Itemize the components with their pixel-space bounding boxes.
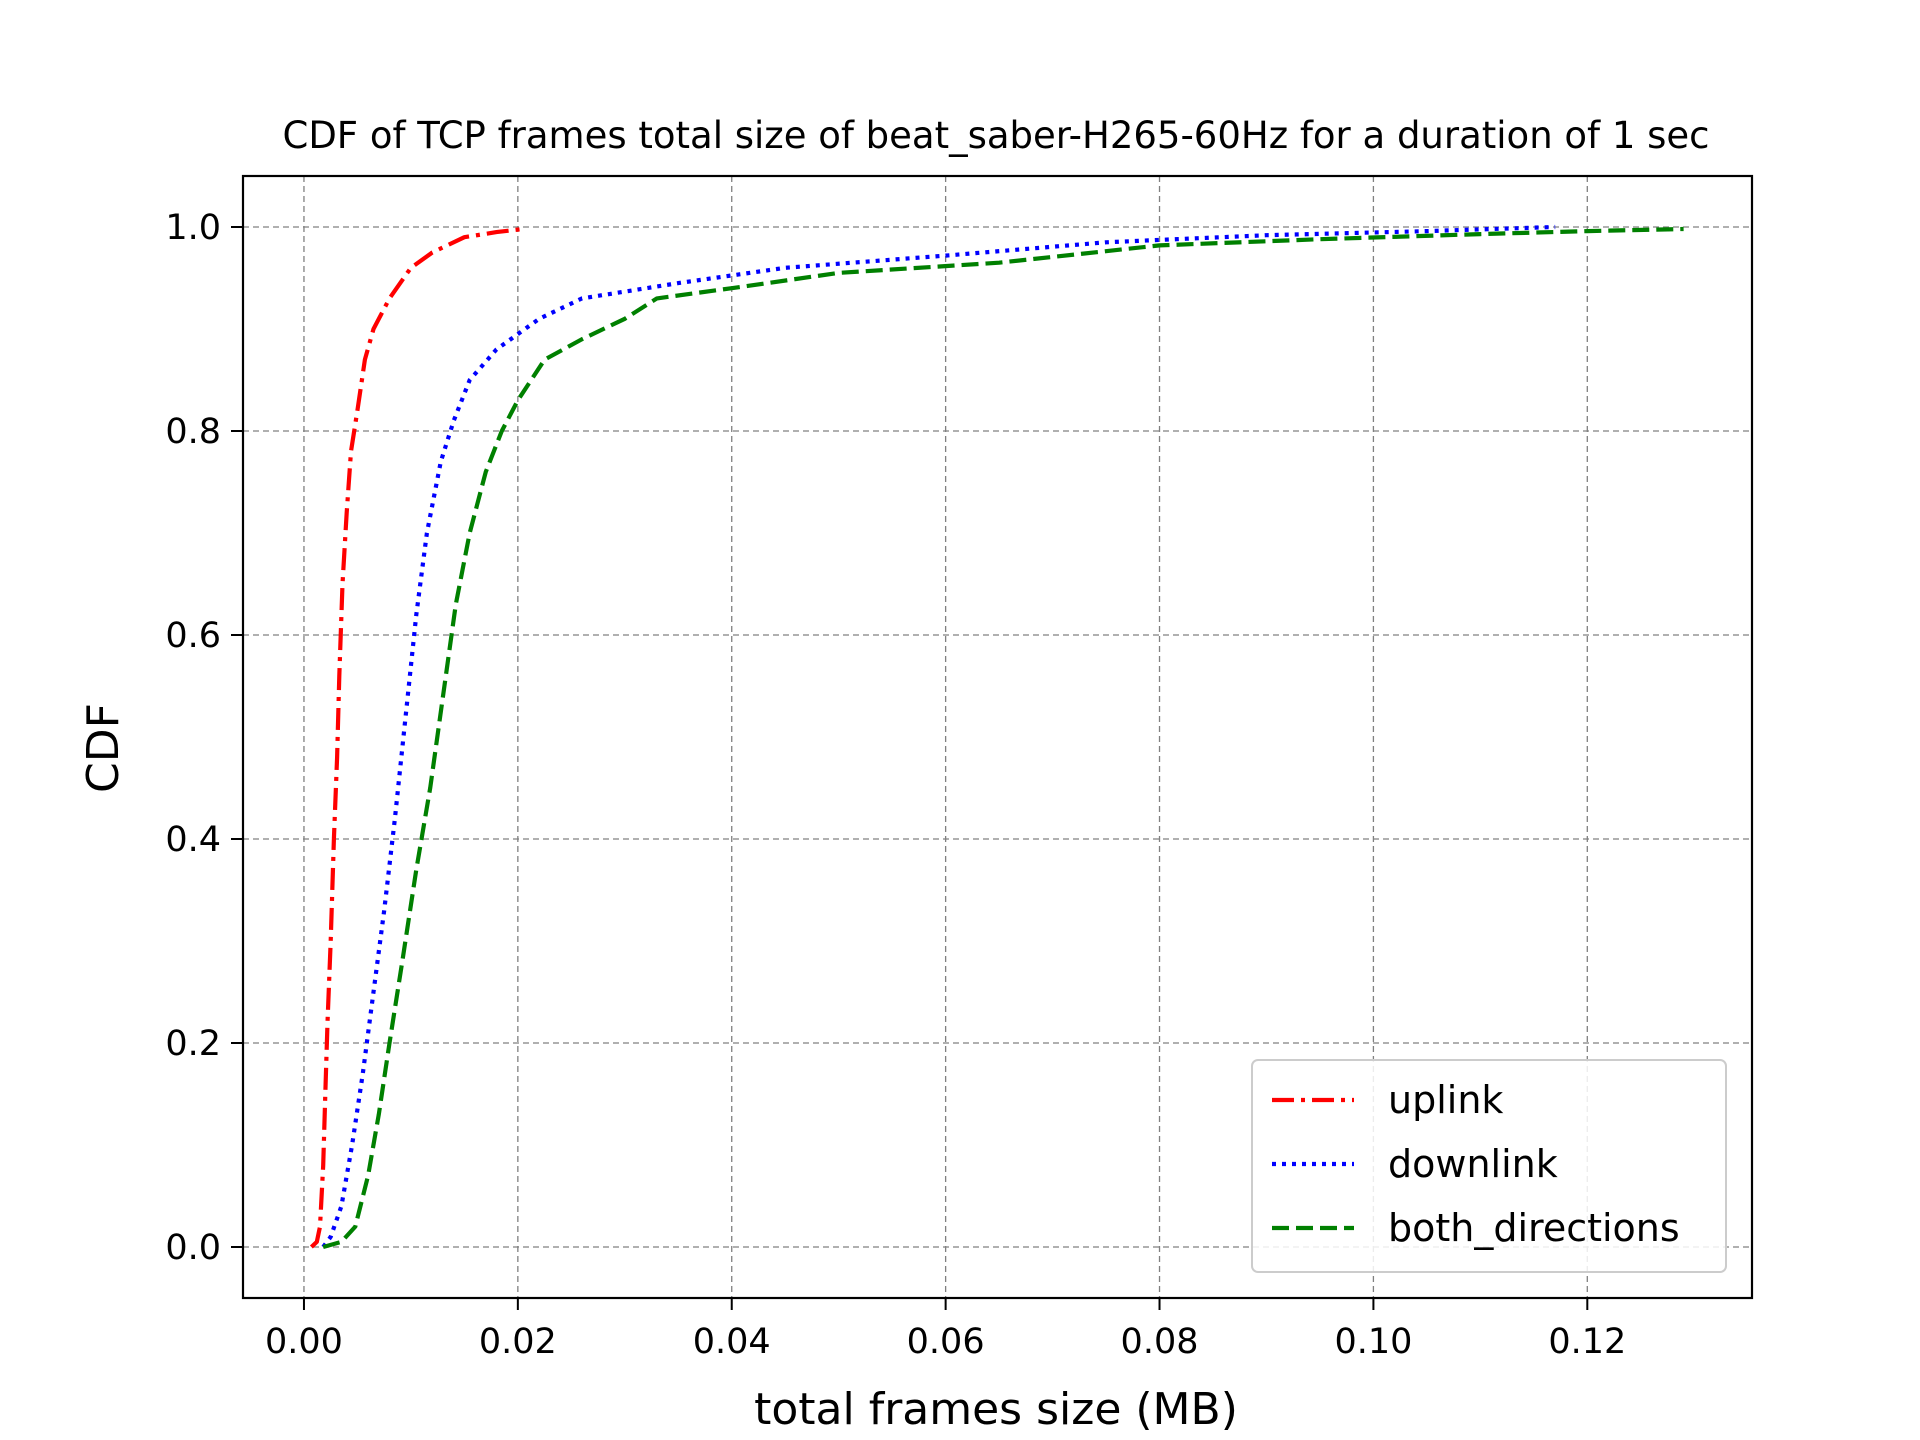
series-line-both-directions: [322, 226, 1684, 1250]
y-axis-label: CDF: [78, 703, 129, 793]
legend-box: [1251, 1059, 1727, 1273]
y-tick-label: 0.2: [165, 1024, 221, 1064]
legend-label-downlink: downlink: [1388, 1142, 1558, 1186]
x-tick-label: 0.06: [907, 1322, 985, 1362]
y-tick-label: 0.6: [165, 616, 221, 656]
x-axis-label: total frames size (MB): [754, 1384, 1238, 1435]
y-tick-label: 0.0: [165, 1228, 221, 1268]
y-tick-label: 0.4: [165, 820, 221, 860]
x-tick-label: 0.02: [479, 1322, 557, 1362]
legend-label-both-directions: both_directions: [1388, 1206, 1680, 1250]
x-tick-label: 0.04: [693, 1322, 771, 1362]
grid: [243, 176, 1752, 1298]
x-tick-label: 0.12: [1548, 1322, 1626, 1362]
x-tick-label: 0.10: [1334, 1322, 1412, 1362]
chart-title: CDF of TCP frames total size of beat_sab…: [282, 114, 1709, 157]
series-lines: [309, 224, 1684, 1250]
y-tick-label: 0.8: [165, 412, 221, 452]
x-tick-label: 0.08: [1121, 1322, 1199, 1362]
plot-frame: [241, 174, 1754, 1300]
legend: uplink downlink both_directions: [1251, 1059, 1727, 1273]
y-tick-label: 1.0: [165, 208, 221, 248]
x-tick-label: 0.00: [265, 1322, 343, 1362]
legend-label-uplink: uplink: [1388, 1078, 1503, 1122]
ticks: 0.00 0.02 0.04 0.06 0.08 0.10 0.12 0.0 0.2 0.4 0.6…: [165, 208, 1626, 1362]
series-line-uplink: [309, 226, 524, 1249]
